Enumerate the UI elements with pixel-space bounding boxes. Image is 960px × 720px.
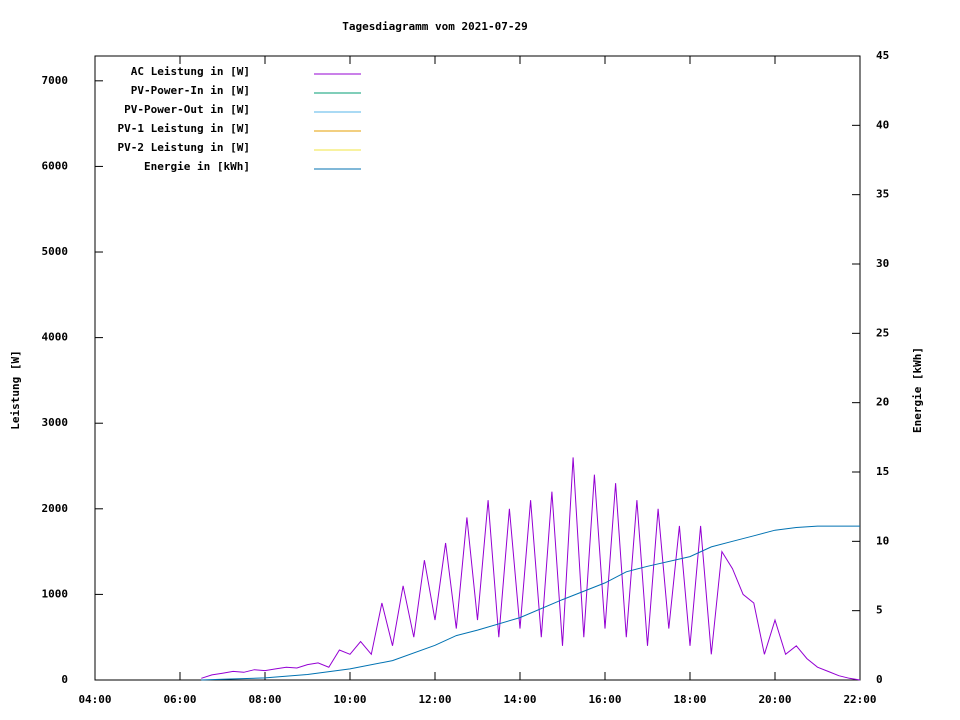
y-tick-label: 2000 (42, 502, 69, 515)
y-tick-label: 1000 (42, 587, 69, 600)
legend-label: PV-2 Leistung in [W] (118, 141, 250, 154)
y2-tick-label: 40 (876, 118, 889, 131)
legend-label: PV-Power-In in [W] (131, 84, 250, 97)
series-line (201, 525, 860, 681)
y-tick-label: 7000 (42, 74, 69, 87)
x-tick-label: 22:00 (843, 693, 876, 706)
x-tick-label: 08:00 (248, 693, 281, 706)
x-tick-label: 04:00 (78, 693, 111, 706)
y2-axis-label: Energie [kWh] (911, 347, 924, 433)
series-line (201, 457, 861, 681)
chart-title: Tagesdiagramm vom 2021-07-29 (342, 20, 527, 33)
x-tick-label: 10:00 (333, 693, 366, 706)
y2-tick-label: 25 (876, 326, 889, 339)
legend-label: PV-Power-Out in [W] (124, 103, 250, 116)
x-tick-label: 18:00 (673, 693, 706, 706)
y2-tick-label: 5 (876, 604, 883, 617)
y2-tick-label: 35 (876, 188, 889, 201)
x-tick-label: 12:00 (418, 693, 451, 706)
plot-frame (94, 55, 861, 681)
x-tick-label: 14:00 (503, 693, 536, 706)
y-tick-label: 5000 (42, 245, 69, 258)
y2-tick-label: 15 (876, 465, 889, 478)
y2-tick-label: 10 (876, 534, 889, 547)
y-tick-label: 4000 (42, 331, 69, 344)
legend-label: Energie in [kWh] (144, 160, 250, 173)
y2-tick-label: 0 (876, 673, 883, 686)
y-tick-label: 6000 (42, 159, 69, 172)
y2-tick-label: 30 (876, 257, 889, 270)
x-tick-label: 06:00 (163, 693, 196, 706)
y2-tick-label: 45 (876, 49, 889, 62)
y-axis-label: Leistung [W] (9, 350, 22, 429)
legend-label: AC Leistung in [W] (131, 65, 250, 78)
legend-label: PV-1 Leistung in [W] (118, 122, 250, 135)
y-tick-label: 3000 (42, 416, 69, 429)
x-tick-label: 20:00 (758, 693, 791, 706)
y-tick-label: 0 (61, 673, 68, 686)
y2-tick-label: 20 (876, 396, 889, 409)
x-tick-label: 16:00 (588, 693, 621, 706)
